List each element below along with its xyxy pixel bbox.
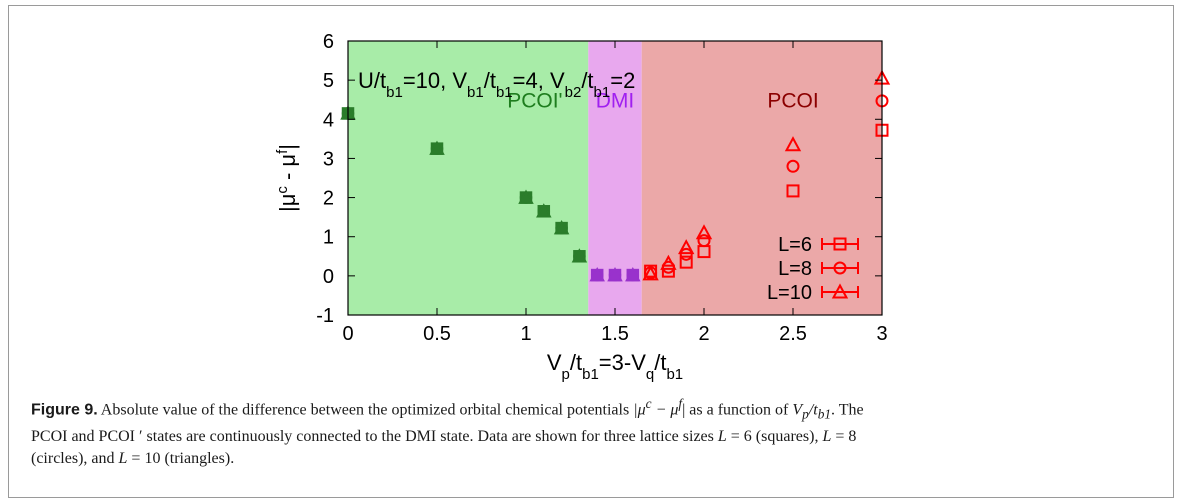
y-tick-label: -1 [316, 305, 334, 327]
data-point-square [786, 184, 800, 198]
data-point-circle [786, 159, 800, 173]
legend-label: L=8 [778, 258, 812, 280]
y-tick-label: 0 [323, 266, 334, 288]
data-point-circle [697, 234, 711, 248]
data-point-triangle [553, 220, 570, 235]
region-label-dmi: DMI [596, 90, 635, 113]
data-point-triangle [429, 140, 445, 155]
data-point-triangle [660, 254, 677, 270]
figure-caption: Figure 9. Absolute value of the differen… [31, 396, 864, 467]
x-tick-label: 0.5 [423, 323, 451, 345]
data-point-triangle [642, 265, 659, 281]
y-axis-label: |μc - μf| [274, 144, 301, 212]
axis-ticks: 0 0.5 1 1.5 2 2.5 3 -1 0 1 2 3 4 5 6 [316, 31, 887, 345]
x-axis-label: Vp/tb1=3-Vq/tb1 [547, 350, 683, 383]
data-point-triangle [695, 224, 713, 240]
data-point-circle [679, 247, 693, 261]
region-labels: PCOI' DMI PCOI [507, 90, 818, 113]
y-tick-label: 2 [323, 188, 334, 210]
legend-label: L=10 [767, 282, 812, 304]
region-pcoi [348, 41, 589, 315]
legend: L=6L=8L=10 [767, 234, 859, 304]
data-point-triangle [607, 266, 623, 282]
x-tick-label: 0 [342, 323, 353, 345]
y-tick-label: 1 [323, 227, 334, 249]
legend-marker-square [833, 237, 847, 251]
region-label-pcoi: PCOI' [507, 90, 562, 113]
region-pcoi [641, 41, 882, 315]
x-tick-label: 1 [520, 323, 531, 345]
data-point-triangle [589, 266, 605, 282]
parameter-annotation: U/tb1=10, Vb1/tb1=4, Vb2/tb1=2 [358, 68, 635, 101]
x-tick-label: 1.5 [601, 323, 629, 345]
y-tick-label: 4 [323, 109, 334, 131]
data-point-square [679, 255, 693, 269]
region-label-pcoi: PCOI [767, 90, 818, 113]
y-tick-label: 3 [323, 148, 334, 170]
data-point-square [661, 264, 675, 278]
chart-plot: 0 0.5 1 1.5 2 2.5 3 -1 0 1 2 3 4 5 6 PCOI' DMI PCOI U/tb… [274, 31, 891, 383]
legend-label: L=6 [778, 234, 812, 256]
x-tick-label: 2.5 [779, 323, 807, 345]
data-point-triangle [536, 203, 552, 218]
data-point-triangle [678, 239, 695, 255]
caption-label: Figure 9. [31, 401, 98, 419]
data-point-triangle [625, 266, 641, 282]
data-point-triangle [784, 136, 802, 152]
legend-marker-triangle [831, 283, 849, 299]
x-tick-label: 2 [698, 323, 709, 345]
data-point-triangle [571, 248, 588, 263]
legend-marker-circle [833, 261, 847, 275]
x-tick-label: 3 [876, 323, 887, 345]
y-tick-label: 5 [323, 70, 334, 92]
y-tick-label: 6 [323, 31, 334, 53]
data-point-triangle [518, 189, 534, 204]
